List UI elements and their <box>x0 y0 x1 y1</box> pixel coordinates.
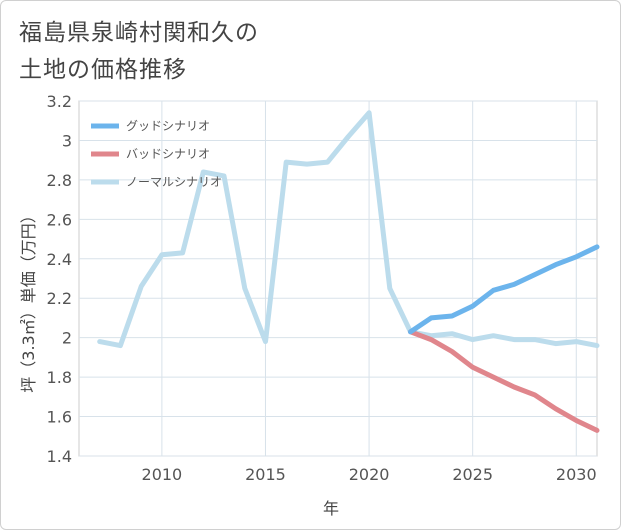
x-tick-label-2015: 2015 <box>245 465 286 484</box>
y-tick-label-3: 2 <box>62 329 72 348</box>
y-tick-label-7: 2.8 <box>47 171 72 190</box>
legend-label-2: ノーマルシナリオ <box>126 175 222 189</box>
x-axis-label: 年 <box>323 499 339 518</box>
y-tick-label-4: 2.2 <box>47 289 72 308</box>
y-tick-labels: 1.4 1.6 1.8 2 2.2 2.4 2.6 2.8 3 3.2 <box>47 92 72 466</box>
series-line-0 <box>408 244 600 335</box>
y-tick-label-1: 1.6 <box>47 408 72 427</box>
series-line-1 <box>408 329 600 433</box>
y-tick-label-6: 2.6 <box>47 210 72 229</box>
x-tick-labels: 2010 2015 2020 2025 2030 <box>142 465 597 484</box>
x-tick-label-2030: 2030 <box>556 465 597 484</box>
grid-lines <box>79 100 597 457</box>
series-layer <box>97 110 600 433</box>
x-tick-label-2020: 2020 <box>349 465 390 484</box>
y-tick-label-8: 3 <box>62 131 72 150</box>
chart-title: 福島県泉崎村関和久の 土地の価格推移 <box>19 15 259 89</box>
plot-area <box>78 100 598 457</box>
legend-label-1: バッドシナリオ <box>126 147 210 161</box>
y-axis-label: 坪（3.3㎡）単価（万円） <box>19 207 38 392</box>
y-tick-label-5: 2.4 <box>47 250 72 269</box>
x-tick-label-2025: 2025 <box>452 465 493 484</box>
x-tick-label-2010: 2010 <box>142 465 183 484</box>
y-tick-label-9: 3.2 <box>47 92 72 111</box>
series-line-2 <box>97 110 600 349</box>
chart-title-line-2: 土地の価格推移 <box>19 57 187 83</box>
chart-title-line-1: 福島県泉崎村関和久の <box>19 20 259 46</box>
y-tick-label-2: 1.8 <box>47 368 72 387</box>
y-tick-label-0: 1.4 <box>47 447 72 466</box>
legend-label-0: グッドシナリオ <box>126 119 210 133</box>
